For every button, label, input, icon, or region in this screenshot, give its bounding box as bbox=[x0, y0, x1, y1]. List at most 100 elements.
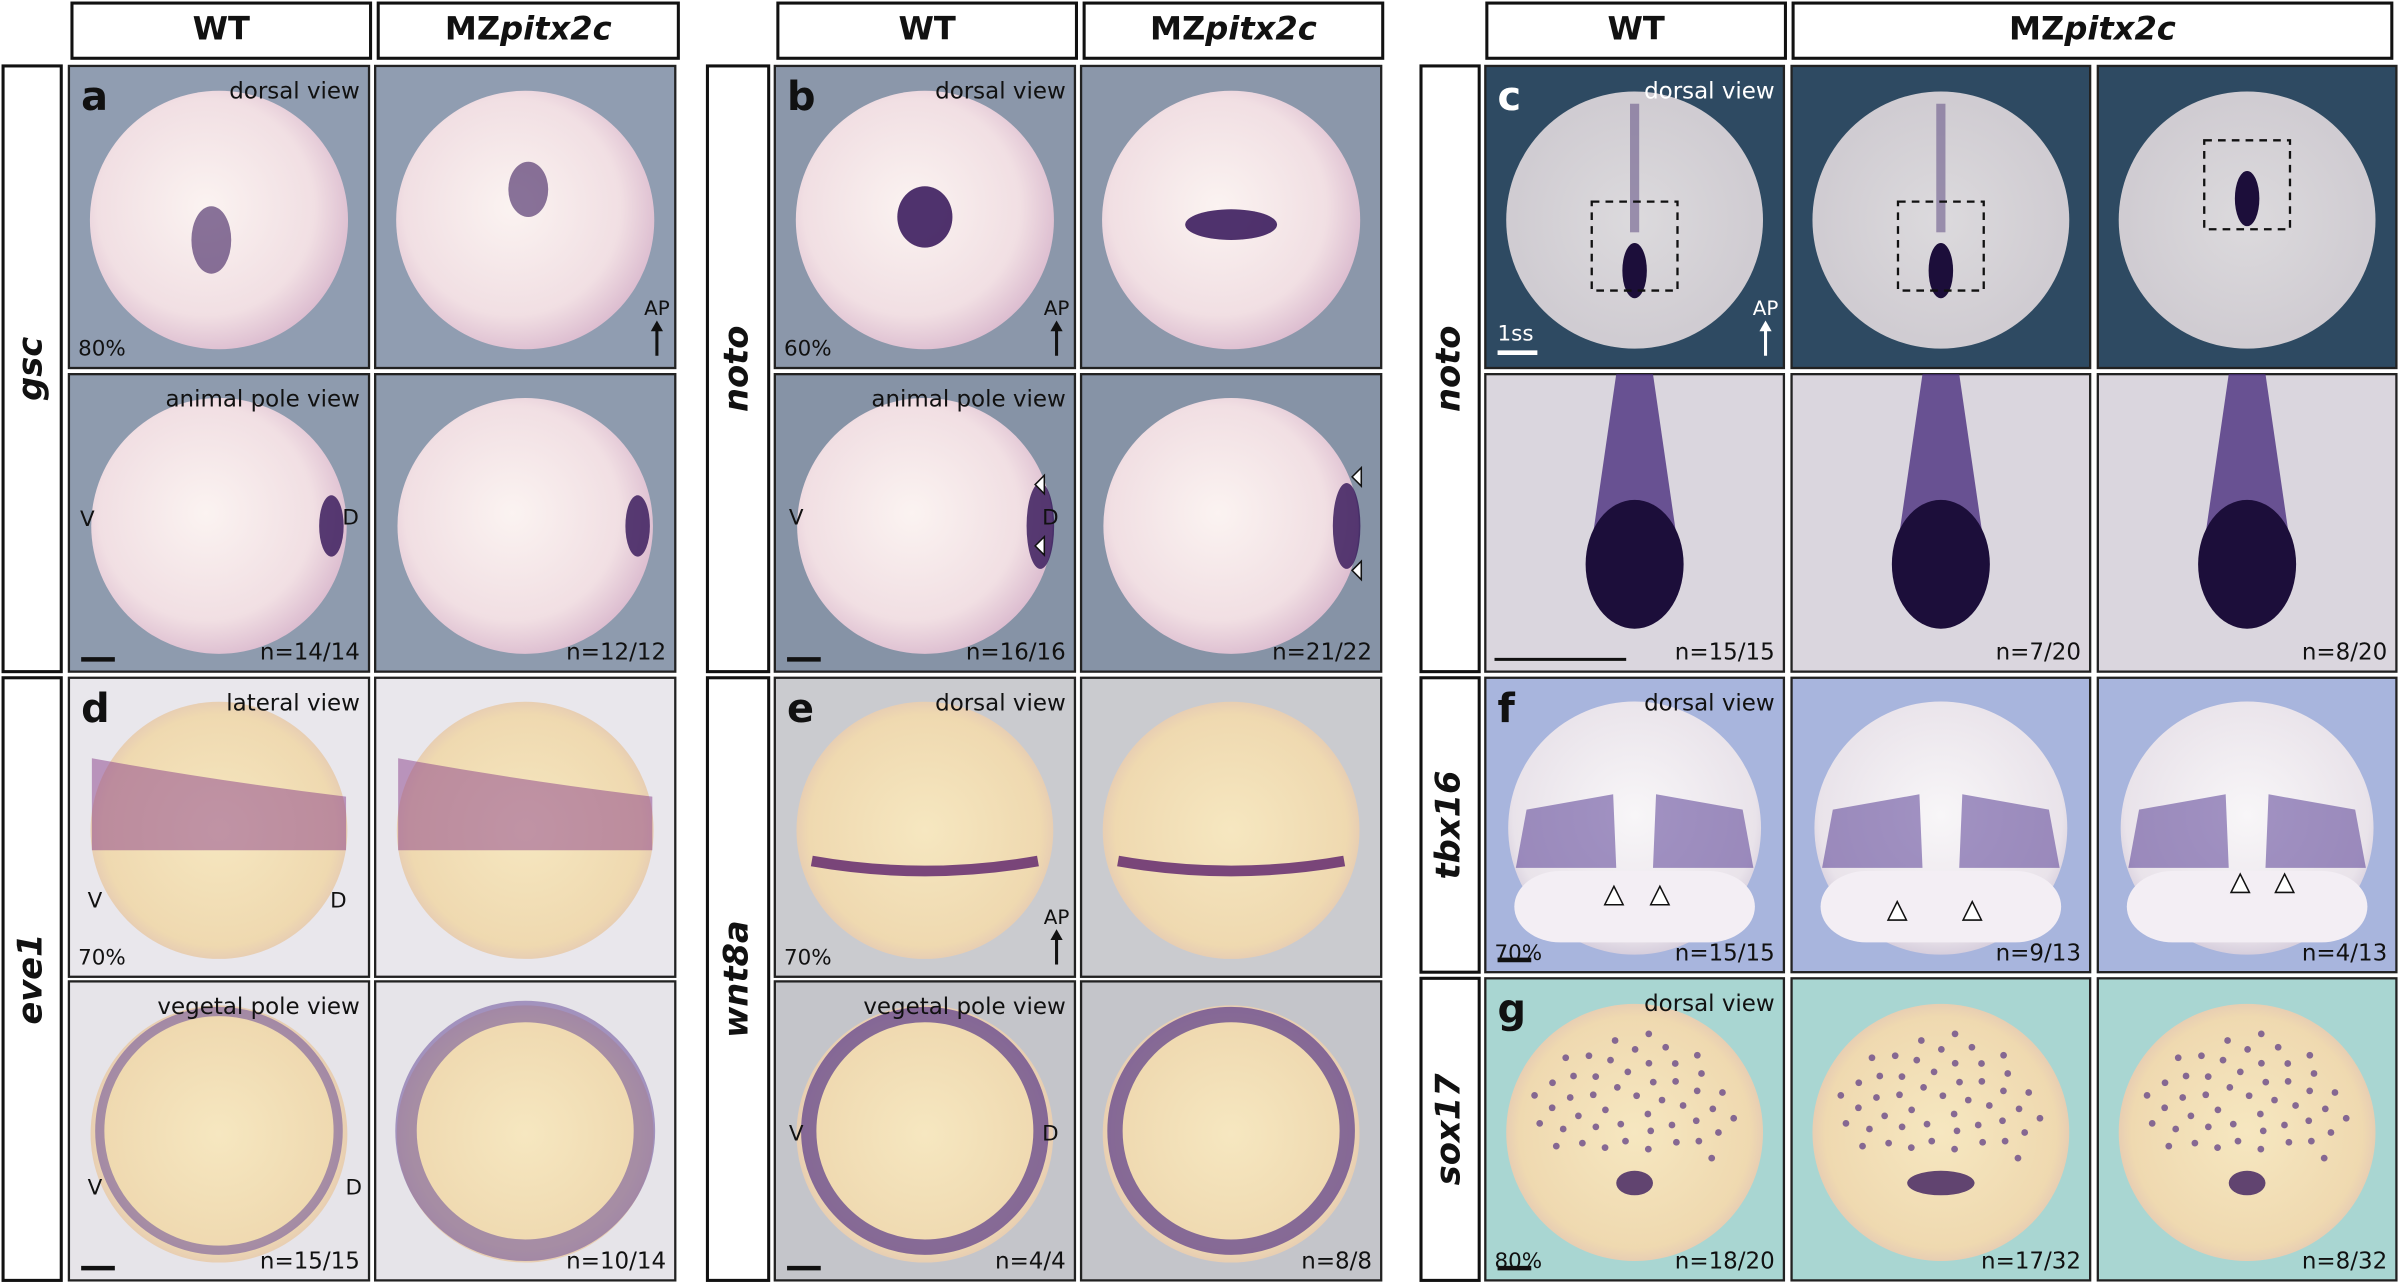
cell bbox=[2244, 1046, 2251, 1053]
count-label: n=8/32 bbox=[2302, 1248, 2387, 1274]
cell bbox=[2281, 1121, 2288, 1129]
cell bbox=[2257, 1030, 2265, 1038]
cell bbox=[1647, 1127, 1655, 1135]
cell bbox=[2000, 1051, 2007, 1059]
axis-arrowhead bbox=[1759, 320, 1772, 332]
cell bbox=[1951, 1145, 1958, 1153]
view-label: vegetal pole view bbox=[863, 994, 1065, 1020]
cell bbox=[1930, 1068, 1938, 1076]
count-label: n=18/20 bbox=[1675, 1248, 1775, 1274]
column-header bbox=[1485, 1, 1787, 60]
cell bbox=[2307, 1137, 2315, 1145]
arrowhead bbox=[1034, 473, 1046, 496]
cell bbox=[1633, 1092, 1640, 1100]
header-text: MZpitx2c bbox=[2009, 10, 2176, 48]
stain bbox=[1630, 103, 1640, 233]
cell bbox=[1658, 1096, 1666, 1104]
cell bbox=[2236, 1068, 2244, 1076]
stain bbox=[1907, 1170, 1975, 1196]
cell bbox=[1939, 1092, 1947, 1100]
view-label: animal pole view bbox=[871, 387, 1065, 413]
embryo bbox=[1812, 1003, 2070, 1262]
stain bbox=[319, 495, 344, 557]
stain bbox=[1616, 1170, 1653, 1196]
cell bbox=[2284, 1078, 2292, 1085]
cell bbox=[1855, 1079, 1863, 1087]
cell bbox=[1999, 1117, 2006, 1125]
cell bbox=[2320, 1154, 2328, 1162]
stain bbox=[1515, 794, 1617, 868]
count-label: n=14/14 bbox=[260, 640, 360, 666]
cell bbox=[1885, 1139, 1892, 1147]
axis-arrowhead bbox=[650, 320, 664, 332]
arrowhead bbox=[2229, 872, 2251, 894]
cell bbox=[1631, 1046, 1639, 1053]
view-label: dorsal view bbox=[1644, 991, 1775, 1017]
orientation-label: V bbox=[789, 1122, 804, 1147]
cell bbox=[1979, 1138, 1987, 1146]
stain bbox=[398, 758, 653, 851]
cell bbox=[2165, 1142, 2173, 1150]
cell bbox=[2204, 1123, 2212, 1131]
cell bbox=[1692, 1117, 1700, 1125]
cell bbox=[1937, 1046, 1945, 1053]
orientation-label: D bbox=[1042, 505, 1059, 530]
cell bbox=[1908, 1106, 1916, 1114]
cell bbox=[1715, 1129, 1722, 1136]
cell bbox=[1549, 1079, 1556, 1087]
cell bbox=[2258, 1059, 2265, 1067]
cell bbox=[1624, 1068, 1632, 1076]
stain bbox=[1652, 794, 1754, 868]
stain bbox=[1117, 855, 1346, 877]
cell bbox=[2161, 1079, 2169, 1087]
cell bbox=[1708, 1154, 1716, 1162]
cell bbox=[1866, 1125, 1873, 1133]
gene-label: gsc bbox=[11, 337, 50, 401]
cell bbox=[2036, 1114, 2044, 1122]
view-label: dorsal view bbox=[229, 78, 360, 104]
cell bbox=[1693, 1087, 1701, 1095]
view-label: dorsal view bbox=[935, 78, 1066, 104]
view-label: vegetal pole view bbox=[157, 994, 359, 1020]
header-gene: pitx2c bbox=[499, 10, 612, 48]
cell bbox=[2214, 1144, 2221, 1152]
cell bbox=[1607, 1056, 1614, 1064]
header-text: WT bbox=[1607, 10, 1664, 48]
count-label: n=15/15 bbox=[1675, 940, 1775, 966]
stain bbox=[1332, 483, 1361, 569]
embryo bbox=[796, 1005, 1054, 1263]
embryo bbox=[1102, 1005, 1360, 1263]
cell bbox=[1562, 1054, 1570, 1062]
gene-label-box bbox=[705, 676, 771, 1282]
cell bbox=[1923, 1120, 1931, 1128]
scale-label: 1ss bbox=[1498, 321, 1534, 346]
gene-label: wnt8a bbox=[717, 920, 756, 1038]
axis-label: AP bbox=[1044, 906, 1070, 929]
cell bbox=[1672, 1078, 1679, 1085]
cell bbox=[2321, 1105, 2329, 1113]
cell bbox=[1859, 1142, 1866, 1150]
count-label: n=8/20 bbox=[2302, 640, 2387, 666]
orientation-label: D bbox=[330, 889, 347, 914]
cell bbox=[2310, 1070, 2318, 1077]
header-text: WT bbox=[193, 10, 250, 48]
panel-letter: e bbox=[787, 686, 814, 732]
stain bbox=[2198, 499, 2297, 629]
gene-label: noto bbox=[717, 326, 756, 412]
stage-label: 70% bbox=[784, 945, 832, 970]
embryo bbox=[797, 398, 1053, 654]
cell bbox=[2306, 1087, 2314, 1095]
column-header bbox=[70, 1, 373, 60]
cell bbox=[1837, 1092, 1845, 1099]
axis-label: AP bbox=[1044, 297, 1070, 320]
cell bbox=[2306, 1051, 2314, 1059]
stain bbox=[1585, 499, 1684, 629]
cell bbox=[1898, 1073, 1906, 1080]
inset-box bbox=[2203, 139, 2292, 231]
cell bbox=[1920, 1083, 1927, 1091]
cell bbox=[1559, 1125, 1567, 1133]
count-label: n=9/13 bbox=[1996, 940, 2081, 966]
cell bbox=[2271, 1096, 2278, 1104]
cell bbox=[2305, 1117, 2313, 1125]
cell bbox=[2172, 1125, 2180, 1133]
